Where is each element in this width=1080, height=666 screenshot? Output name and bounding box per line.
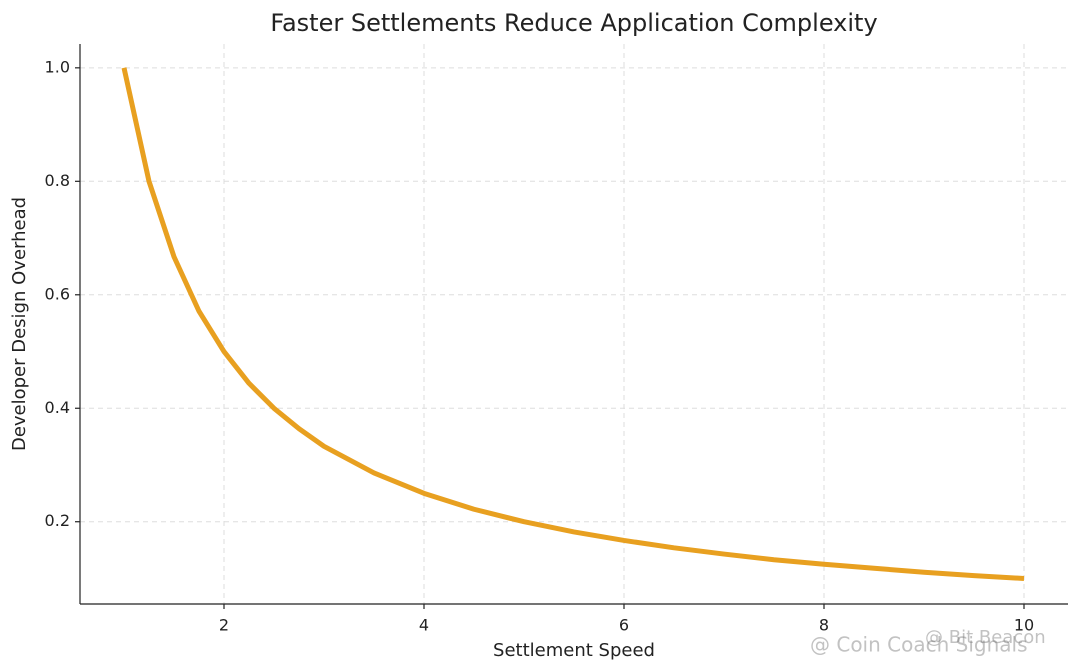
chart-title: Faster Settlements Reduce Application Co… — [270, 9, 877, 37]
watermark: @ Bit Beacon — [925, 627, 1046, 648]
watermark: @ Coin Coach Signals — [810, 633, 1028, 657]
x-tick-label: 6 — [619, 616, 629, 635]
x-tick-label: 10 — [1014, 616, 1034, 635]
grid — [80, 44, 1068, 604]
y-axis-label: Developer Design Overhead — [9, 197, 30, 451]
x-tick-label: 2 — [219, 616, 229, 635]
line-series — [121, 67, 1025, 581]
x-axis-label: Settlement Speed — [493, 640, 655, 661]
x-tick-label: 4 — [419, 616, 429, 635]
y-tick-label: 0.8 — [45, 171, 70, 190]
x-tick-label: 8 — [819, 616, 829, 635]
y-tick-label: 0.4 — [45, 398, 70, 417]
y-tick-label: 0.2 — [45, 511, 70, 530]
y-tick-label: 1.0 — [45, 57, 70, 76]
y-tick-label: 0.6 — [45, 284, 70, 303]
